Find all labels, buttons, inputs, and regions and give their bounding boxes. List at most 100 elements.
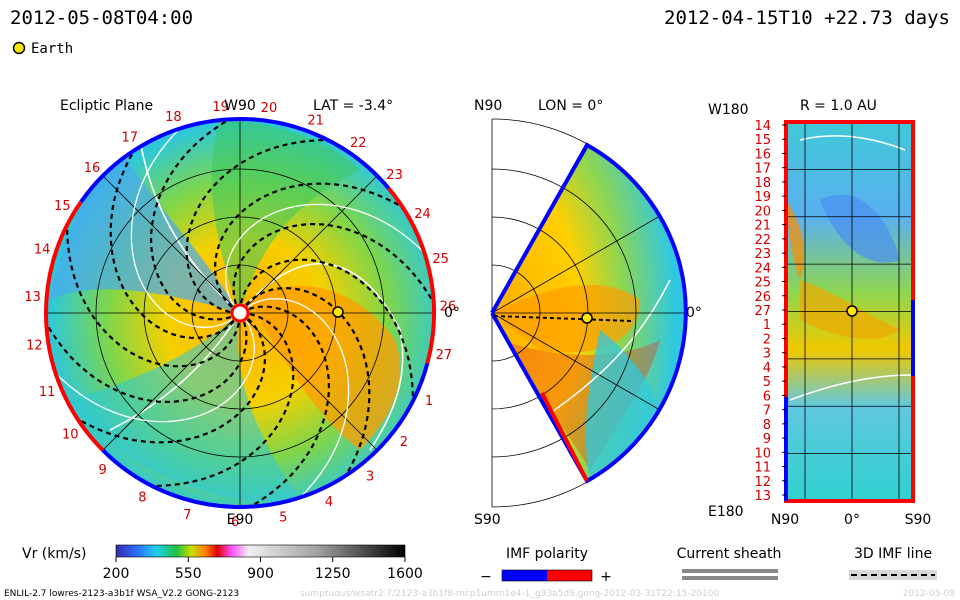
legend-current-sheath-line-2 [682,576,778,580]
meridional-right-label: 0° [686,305,702,321]
earth-legend-marker [12,41,26,55]
carrington-label: 27 [436,348,453,363]
legend-current-sheath-title: Current sheath [677,546,782,562]
earth-legend-label: Earth [31,41,73,57]
radial-white-contour-2 [789,374,913,401]
white-spiral-contour [225,203,434,306]
ecliptic-right-label: 0° [444,305,460,321]
polarity-segment [101,362,430,509]
footer-source: sumptuous/wsatr2.7/2123-a3b1f8-mcp1umm1e… [300,589,719,599]
ecliptic-green-stream [211,120,360,313]
legend-current-sheath-line [682,569,778,573]
carrington-label: 2 [400,435,408,450]
polarity-segment [222,117,391,190]
ecliptic-polarity-segments [44,117,436,509]
radial-y-tick-label: 20 [754,204,771,219]
radial-y-tick-label: 16 [754,147,771,162]
legend-imf-line: 3D IMF line [849,546,937,580]
radial-y-tick-label: 18 [754,176,771,191]
carrington-label: 3 [366,469,374,484]
white-spiral-contour [130,119,233,328]
sun-marker [230,303,250,323]
polarity-segment [490,264,688,484]
radial-y-tick-labels: 1415161718192021222324252627123456789101… [754,119,786,504]
ecliptic-white-contour [239,262,404,451]
carrington-label: 17 [122,131,139,146]
carrington-label: 21 [307,113,324,128]
carrington-label: 4 [325,495,333,510]
meridional-white-contour [539,279,671,421]
radial-y-tick-label: 8 [763,418,771,433]
radial-y-tick-label: 11 [754,461,771,476]
carrington-label: 26 [440,300,457,315]
polarity-segment [387,187,436,364]
radial-y-tick-label: 12 [754,475,771,490]
ecliptic-orange-cme [250,285,401,450]
radial-y-tick-label: 4 [763,361,771,376]
imf-spiral-line [245,286,371,507]
imf-spiral-line [240,258,414,439]
radial-bottom-left-label: E180 [708,504,744,520]
colorbar-label: Vr (km/s) [22,546,86,562]
radial-orange-side [786,200,805,280]
radial-y-tick-label: 3 [763,347,771,362]
radial-y-tick-label: 17 [754,162,771,177]
carrington-label: 8 [138,491,146,506]
ecliptic-white-contour-2 [139,139,241,314]
colorbar-tick-label: 200 [103,566,130,582]
radial-y-tick-label: 24 [754,261,771,276]
radial-panel: W180 R = 1.0 AU E180 1415161718192021222… [708,98,931,528]
ecliptic-cyan-stream [70,313,300,502]
polarity-segment [79,117,224,203]
carrington-label: 22 [350,136,367,151]
radial-y-tick-label: 19 [754,190,771,205]
radial-y-tick-label: 13 [754,489,771,504]
carrington-label: 13 [24,290,41,305]
polarity-segment [540,392,589,482]
carrington-label: 10 [62,427,79,442]
imf-spiral-line [149,119,265,321]
ecliptic-blue-stream [50,150,240,313]
colorbar-tick-label: 1600 [387,566,423,582]
meridional-panel: N90 LON = 0° S90 0° [474,98,702,528]
radial-y-tick-label: 14 [754,119,771,134]
radial-grid [786,122,913,501]
radial-y-tick-label: 15 [754,133,771,148]
radial-top-left-label: W180 [708,102,749,118]
radial-y-tick-label: 27 [754,304,771,319]
legend-current-sheath: Current sheath [677,546,782,580]
legend-negative-swatch [502,570,547,581]
polarity-segment [490,142,682,314]
radial-y-tick-label: 26 [754,290,771,305]
legend-polarity-frame [501,569,593,582]
imf-spiral-line [213,182,434,308]
radial-y-tick-label: 2 [763,332,771,347]
colorbar-ticks: 200 550 900 1250 1600 [103,557,423,582]
header-right-time: 2012-04-15T10 +22.73 days [664,7,950,29]
earth-marker-meridional [581,312,593,324]
meridional-polarity-rim [490,142,688,484]
legend-positive-swatch [547,570,592,581]
ecliptic-carrington-labels: 2021222324252627123456789101112131415161… [24,100,456,530]
footer-model: ENLIL-2.7 lowres-2123-a3b1f WSA_V2.2 GON… [4,589,239,599]
legend-imf-polarity: IMF polarity − + [480,546,612,585]
carrington-label: 23 [386,168,403,183]
header-left-time: 2012-05-08T04:00 [10,7,193,29]
radial-y-tick-label: 21 [754,219,771,234]
carrington-label: 16 [84,161,101,176]
imf-spiral-line [215,305,331,507]
imf-spiral-line [46,318,267,444]
colorbar: Vr (km/s) 200 550 900 1250 1600 [22,544,423,582]
meridional-top-label: N90 [474,98,502,114]
carrington-label: 9 [98,463,106,478]
legend-imf-line-title: 3D IMF line [854,546,932,562]
ecliptic-panel: 2021222324252627123456789101112131415161… [24,98,460,530]
radial-x-tick-labels: N90 0° S90 [771,512,932,528]
radial-x-tick-label: N90 [771,512,799,528]
radial-y-tick-label: 23 [754,247,771,262]
imf-spiral-line [185,139,366,313]
carrington-label: 19 [212,100,229,115]
radial-y-tick-label: 7 [763,404,771,419]
imf-spiral-line [66,187,240,368]
meridional-grid-ray [491,215,661,314]
